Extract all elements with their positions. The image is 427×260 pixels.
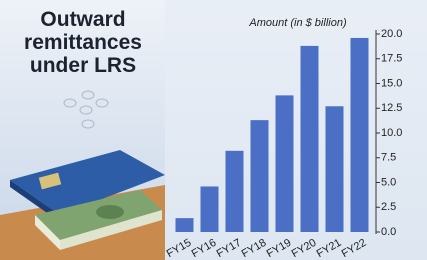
y-tick-label: 2.5 — [381, 201, 396, 213]
bar — [251, 120, 269, 232]
bar — [226, 151, 244, 232]
bar — [201, 186, 219, 232]
y-tick-label: 17.5 — [381, 53, 402, 65]
bar — [276, 95, 294, 232]
y-tick-label: 7.5 — [381, 152, 396, 164]
bar — [351, 38, 369, 232]
y-tick-label: 10.0 — [381, 127, 402, 139]
bar — [326, 106, 344, 232]
axis-title: Amount (in $ billion) — [248, 17, 347, 29]
page: Amount (in $ billion) 0.0 2.5 5.0 7.5 10.0 12… — [0, 0, 427, 260]
bar — [301, 46, 319, 232]
chart-title: Outward remittances under LRS — [8, 8, 158, 77]
y-tick-label: 0.0 — [381, 226, 396, 238]
y-tick-label: 12.5 — [381, 102, 402, 114]
y-tick-label: 15.0 — [381, 77, 402, 89]
y-tick-label: 5.0 — [381, 176, 396, 188]
bar — [176, 218, 194, 232]
y-tick-label: 20.0 — [381, 28, 402, 40]
